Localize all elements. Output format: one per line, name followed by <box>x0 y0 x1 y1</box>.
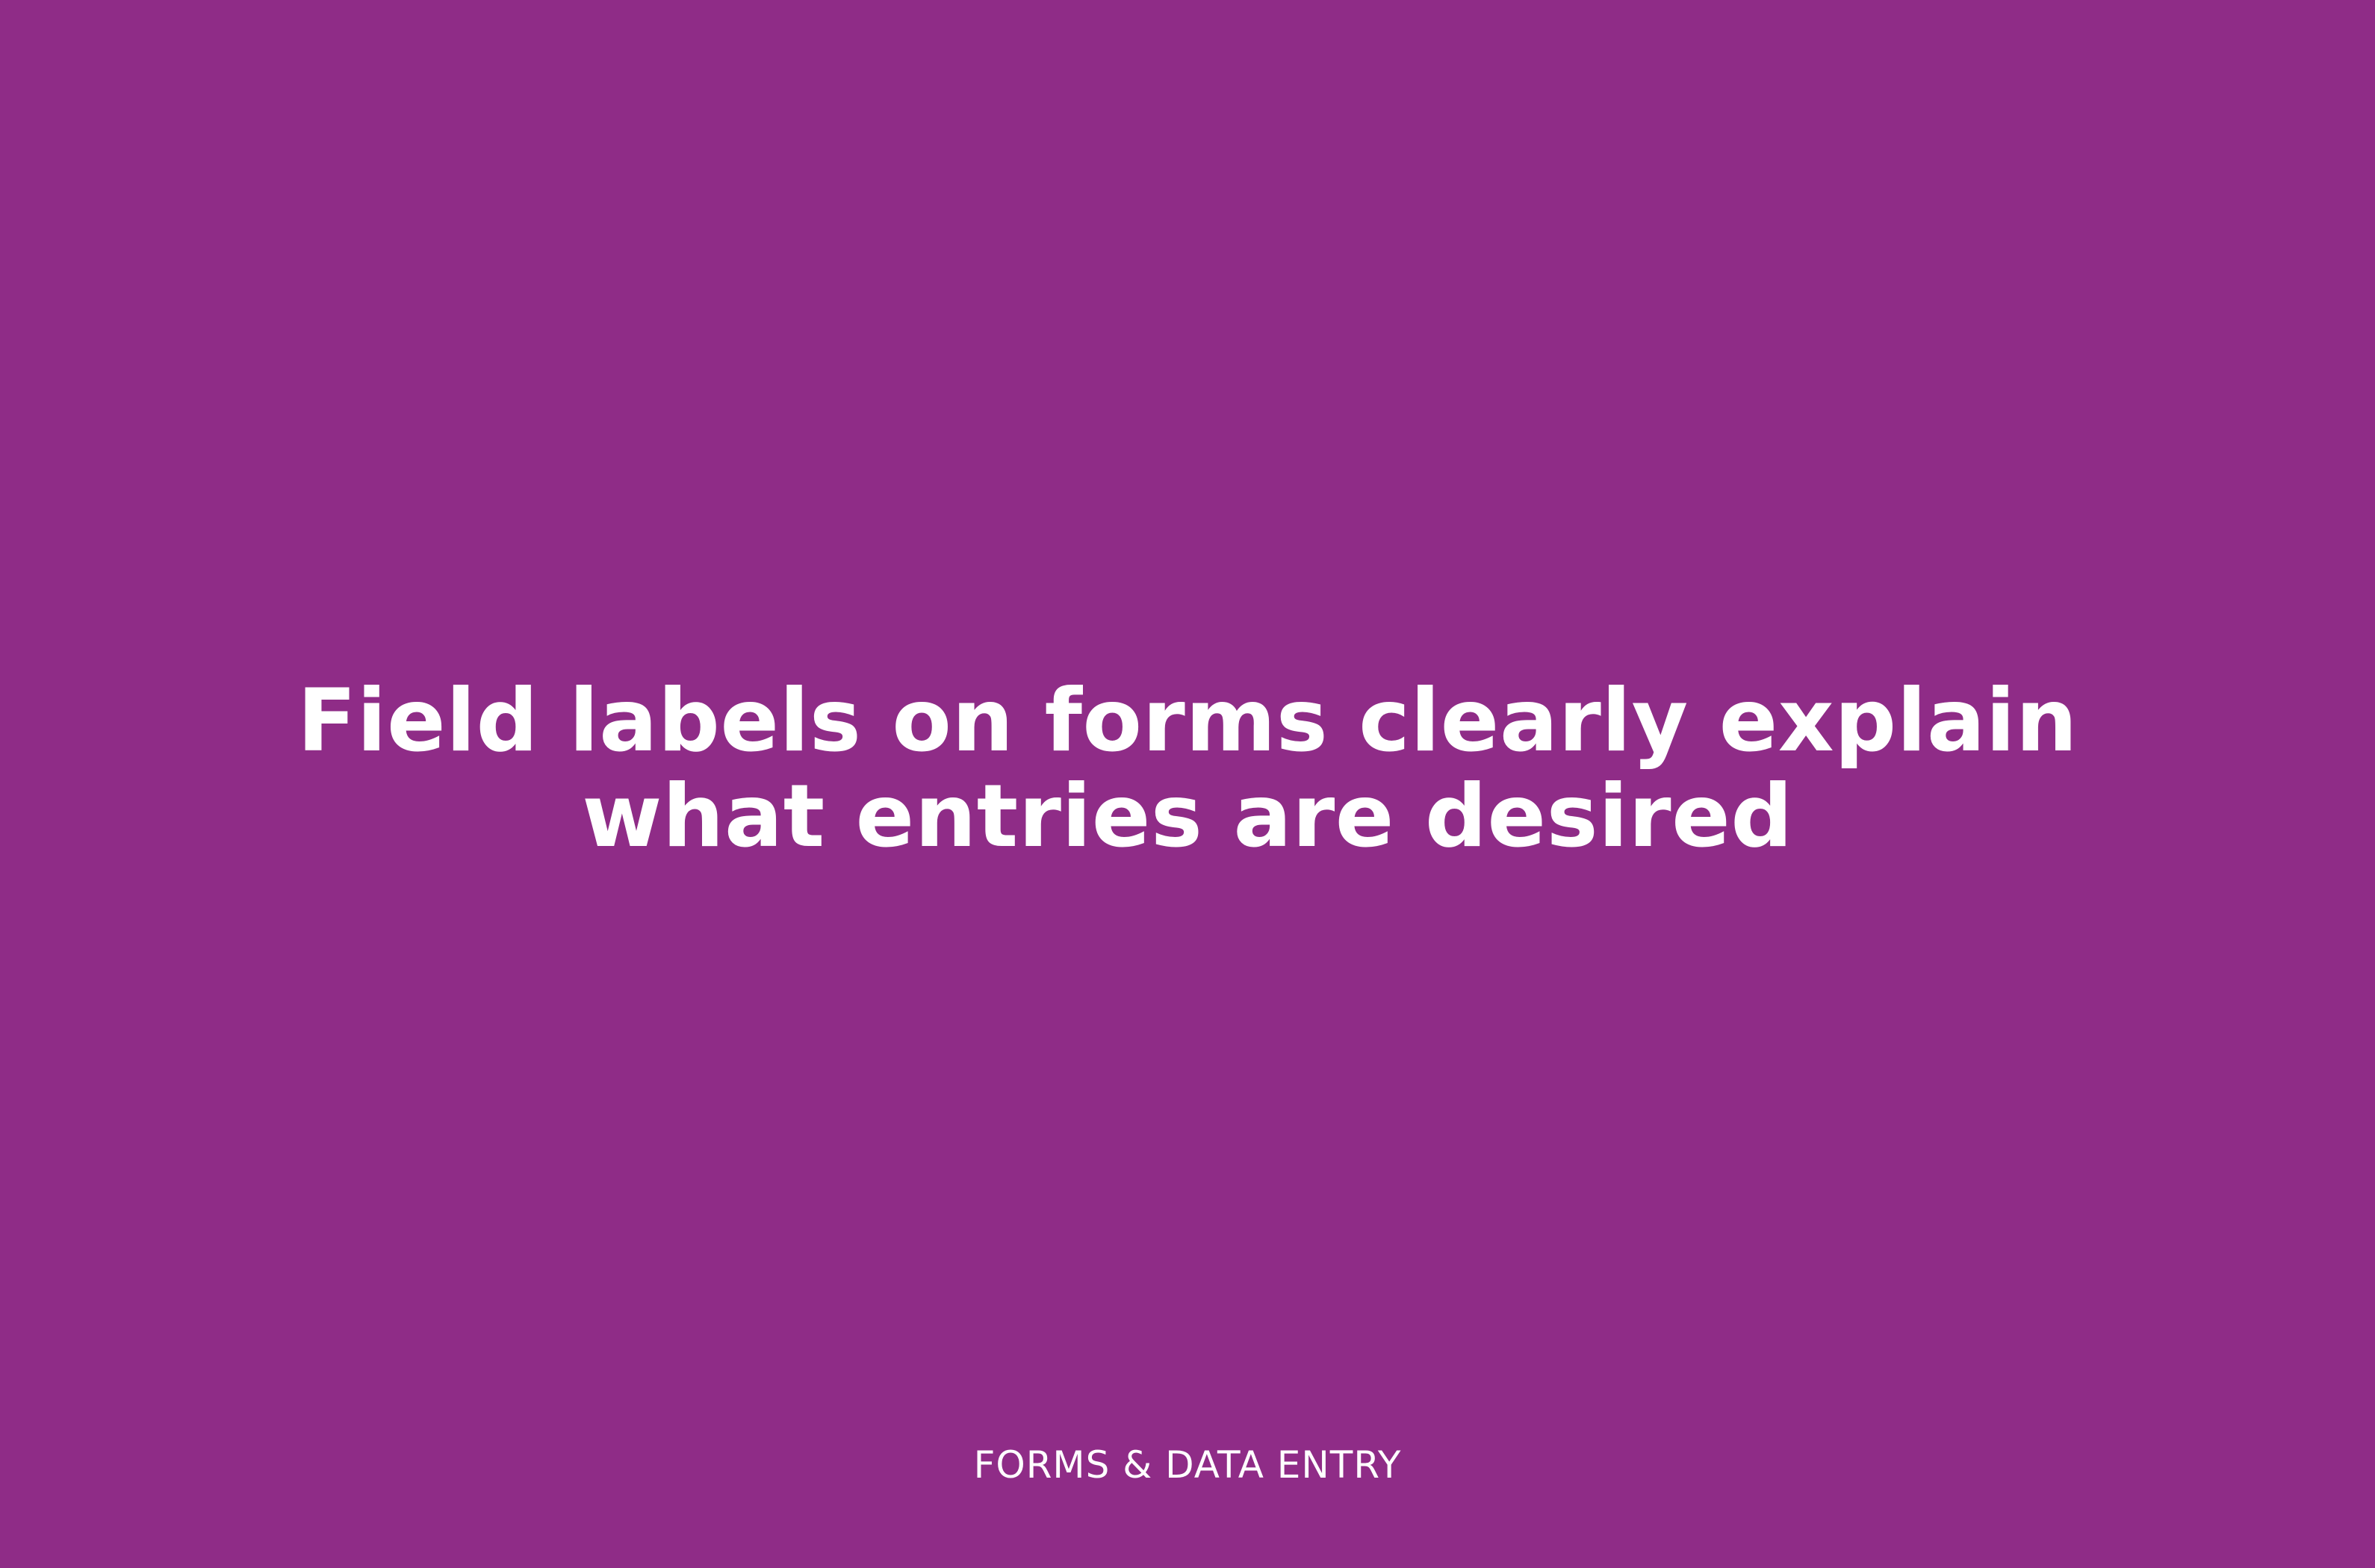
guideline-headline: Field labels on forms clearly explain wh… <box>297 671 2078 867</box>
category-label: FORMS & DATA ENTRY <box>973 1443 1402 1487</box>
